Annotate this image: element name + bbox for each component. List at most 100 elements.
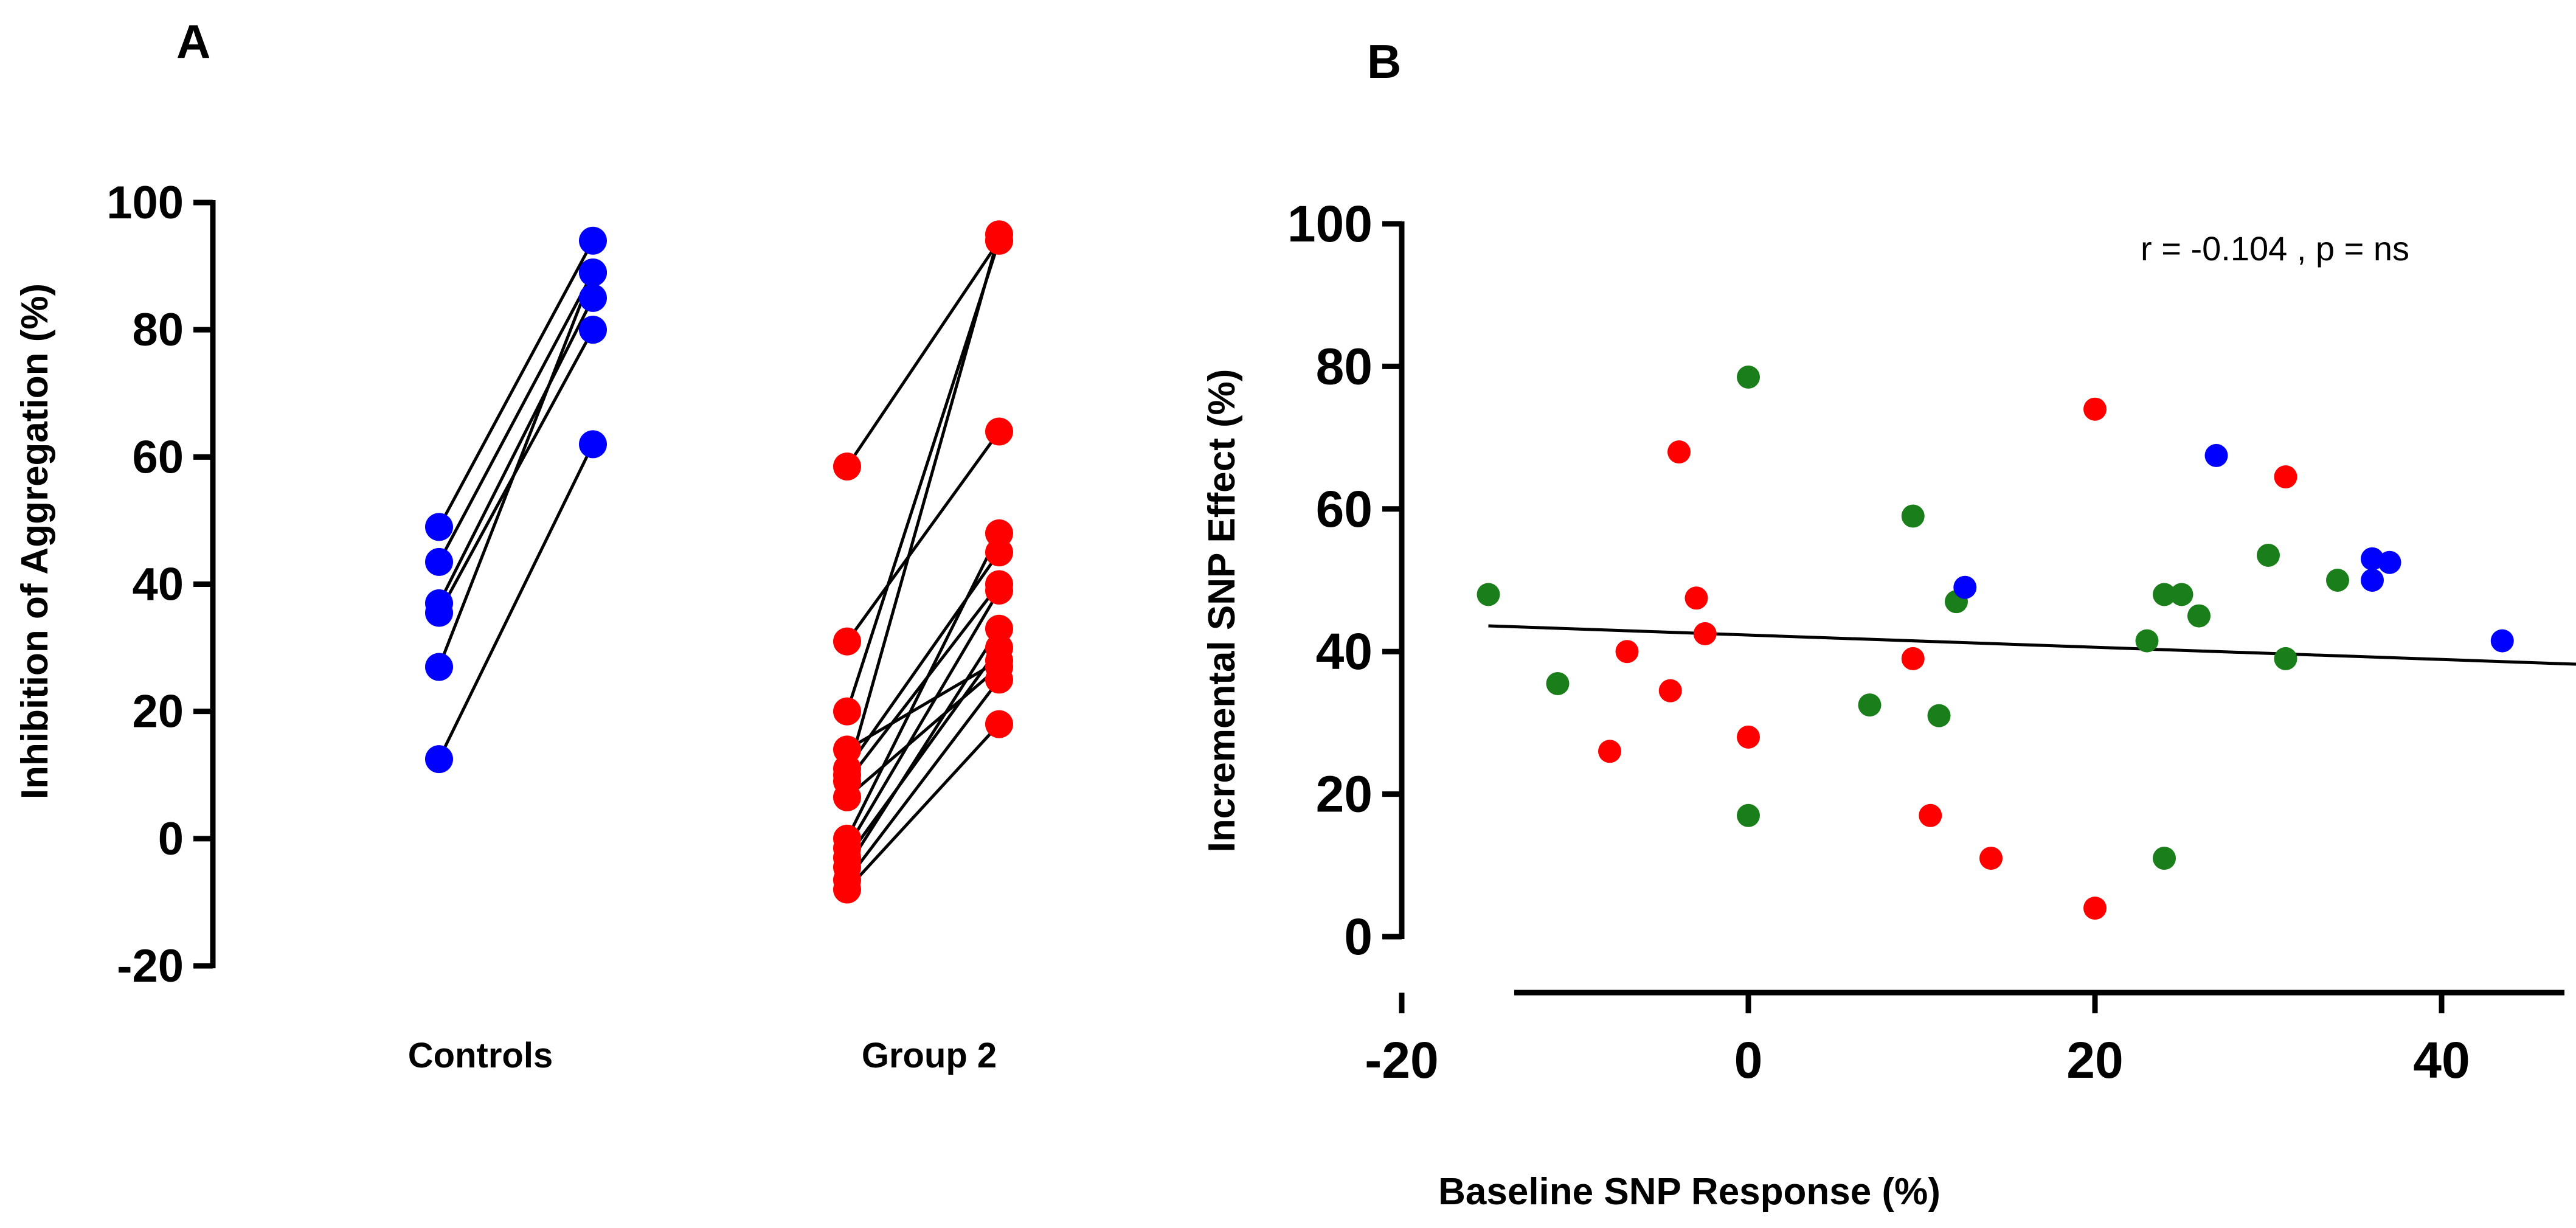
panel-b-point-red	[1693, 622, 1717, 645]
panel-a-y-tick-label: 80	[132, 304, 184, 356]
panel-a-point-after	[579, 226, 607, 255]
panel-b-point-green	[1858, 693, 1882, 717]
panel-a-point-after	[985, 417, 1013, 446]
panel-a-y-tick-label: 40	[132, 559, 184, 611]
panel-a-y-axis-title: Inhibition of Aggregation (%)	[14, 283, 56, 799]
panel-b-point-green	[1737, 803, 1760, 827]
panel-b-x-axis-title: Baseline SNP Response (%)	[1438, 1171, 1941, 1213]
panel-a-point-before	[425, 745, 453, 774]
panel-a-y-tick-label: 100	[106, 177, 184, 229]
panel-b-point-green	[1737, 365, 1760, 389]
panel-b-point-green	[2135, 629, 2159, 653]
panel-b-regression	[1488, 624, 2576, 666]
panel-b-correlation-annotation: r = -0.104 , p = ns	[2141, 229, 2409, 268]
panel-b-point-blue	[2361, 569, 2384, 592]
panel-b-x-tick-label: 20	[2066, 1032, 2123, 1089]
panel-a-pair-line	[846, 723, 1000, 891]
panel-b-y-tick-label: 60	[1316, 480, 1373, 538]
panel-a-point-before	[425, 547, 453, 576]
panel-a-point-after	[579, 430, 607, 459]
panel-b-x-tick-label: 40	[2413, 1032, 2470, 1089]
panel-a-pair-line	[437, 443, 595, 760]
panel-a-pair-line	[437, 272, 595, 668]
panel-a-y-tick-label: 0	[158, 813, 184, 865]
panel-a-point-after	[985, 710, 1013, 738]
panel-b-point-blue	[2361, 547, 2384, 571]
panel-letter-b: B	[1367, 35, 1401, 88]
panel-a-category-label-controls: Controls	[408, 1036, 553, 1075]
panel-b-point-red	[1737, 725, 1760, 749]
panel-b-point-green	[2274, 647, 2297, 670]
panel-b-y-axis-title: Incremental SNP Effect (%)	[1201, 369, 1243, 853]
panel-b-point-green	[2153, 583, 2176, 606]
panel-a-pair-line	[845, 647, 1001, 859]
panel-b-point-green	[1901, 504, 1925, 528]
panel-a-pair-line	[845, 589, 1001, 849]
panel-a-point-after	[579, 258, 607, 287]
panel-a-pair-line	[846, 665, 1000, 799]
panel-b-point-green	[2153, 847, 2176, 870]
panel-a-point-before	[833, 783, 861, 811]
panel-a-points	[425, 220, 1013, 904]
panel-b-point-green	[1477, 583, 1500, 606]
panel-b-point-red	[1979, 847, 2003, 870]
panel-b-point-blue	[2490, 629, 2514, 653]
panel-b-point-green	[2170, 583, 2193, 606]
panel-a-point-after	[985, 220, 1013, 249]
panel-b-point-blue	[1953, 575, 1977, 599]
panel-a-pair-line	[845, 628, 1001, 869]
panel-a-point-after	[985, 665, 1013, 694]
panel-a-y-tick-label: 20	[132, 686, 184, 738]
panel-a-pair-line	[437, 297, 595, 605]
panel-a-pair-line	[845, 551, 1001, 770]
panel-letter-a: A	[176, 15, 210, 68]
panel-a-y-tick-label: 60	[132, 431, 184, 483]
panel-b-point-green	[1546, 671, 1570, 695]
panel-a-pair-line	[437, 240, 595, 528]
panel-b-point-blue	[2204, 443, 2228, 467]
panel-a-pair-lines	[437, 234, 1001, 891]
panel-b-point-green	[2326, 569, 2349, 592]
panel-b-y-tick-label: 40	[1316, 623, 1373, 680]
panel-b-point-red	[1598, 740, 1621, 763]
panel-b-y-tick-label: 100	[1287, 195, 1373, 252]
panel-b-x-tick-label: 0	[1734, 1032, 1763, 1089]
panel-a-chart: 100 80 60 40 20 0 -20 Inhibition of Aggregatio…	[14, 177, 1013, 1075]
panel-a-point-before	[425, 598, 453, 627]
panel-a-point-before	[833, 875, 861, 904]
panel-b-point-red	[1901, 647, 1925, 670]
panel-b-point-red	[2083, 897, 2107, 920]
panel-a-pair-line	[845, 240, 1001, 468]
panel-a-point-before	[425, 513, 453, 541]
panel-b-point-red	[2274, 465, 2297, 489]
panel-b-points	[1477, 365, 2514, 920]
panel-b-point-red	[1684, 586, 1708, 610]
panel-a-pair-line	[845, 234, 1001, 775]
panel-a-point-after	[985, 614, 1013, 643]
panel-b-y-tick-label: 0	[1344, 908, 1373, 965]
panel-a-category-label-group-2: Group 2	[862, 1036, 997, 1075]
panel-a-point-after	[579, 316, 607, 344]
panel-b-point-red	[1615, 640, 1639, 664]
panel-a-point-before	[833, 453, 861, 481]
panel-b-point-red	[2083, 397, 2107, 421]
panel-a-point-before	[833, 627, 861, 656]
panel-a-axes: 100 80 60 40 20 0 -20	[106, 177, 216, 992]
panel-b-regression-line	[1488, 624, 2576, 666]
panel-a-pair-line	[845, 532, 1001, 839]
panel-a-y-tick-label: -20	[117, 940, 184, 992]
panel-a-pair-line	[437, 271, 595, 563]
panel-a-point-before	[425, 653, 453, 681]
panel-b-x-tick-label: -20	[1365, 1032, 1438, 1089]
panel-b-point-green	[2187, 604, 2211, 628]
panel-b-point-green	[1927, 704, 1951, 727]
panel-a-pair-line	[845, 431, 1001, 643]
panel-a-point-before	[833, 697, 861, 726]
panel-b-y-tick-label: 80	[1316, 338, 1373, 395]
panel-a-point-after	[985, 519, 1013, 547]
panel-b-y-tick-label: 20	[1316, 766, 1373, 823]
panel-a-pair-line	[846, 678, 1000, 881]
